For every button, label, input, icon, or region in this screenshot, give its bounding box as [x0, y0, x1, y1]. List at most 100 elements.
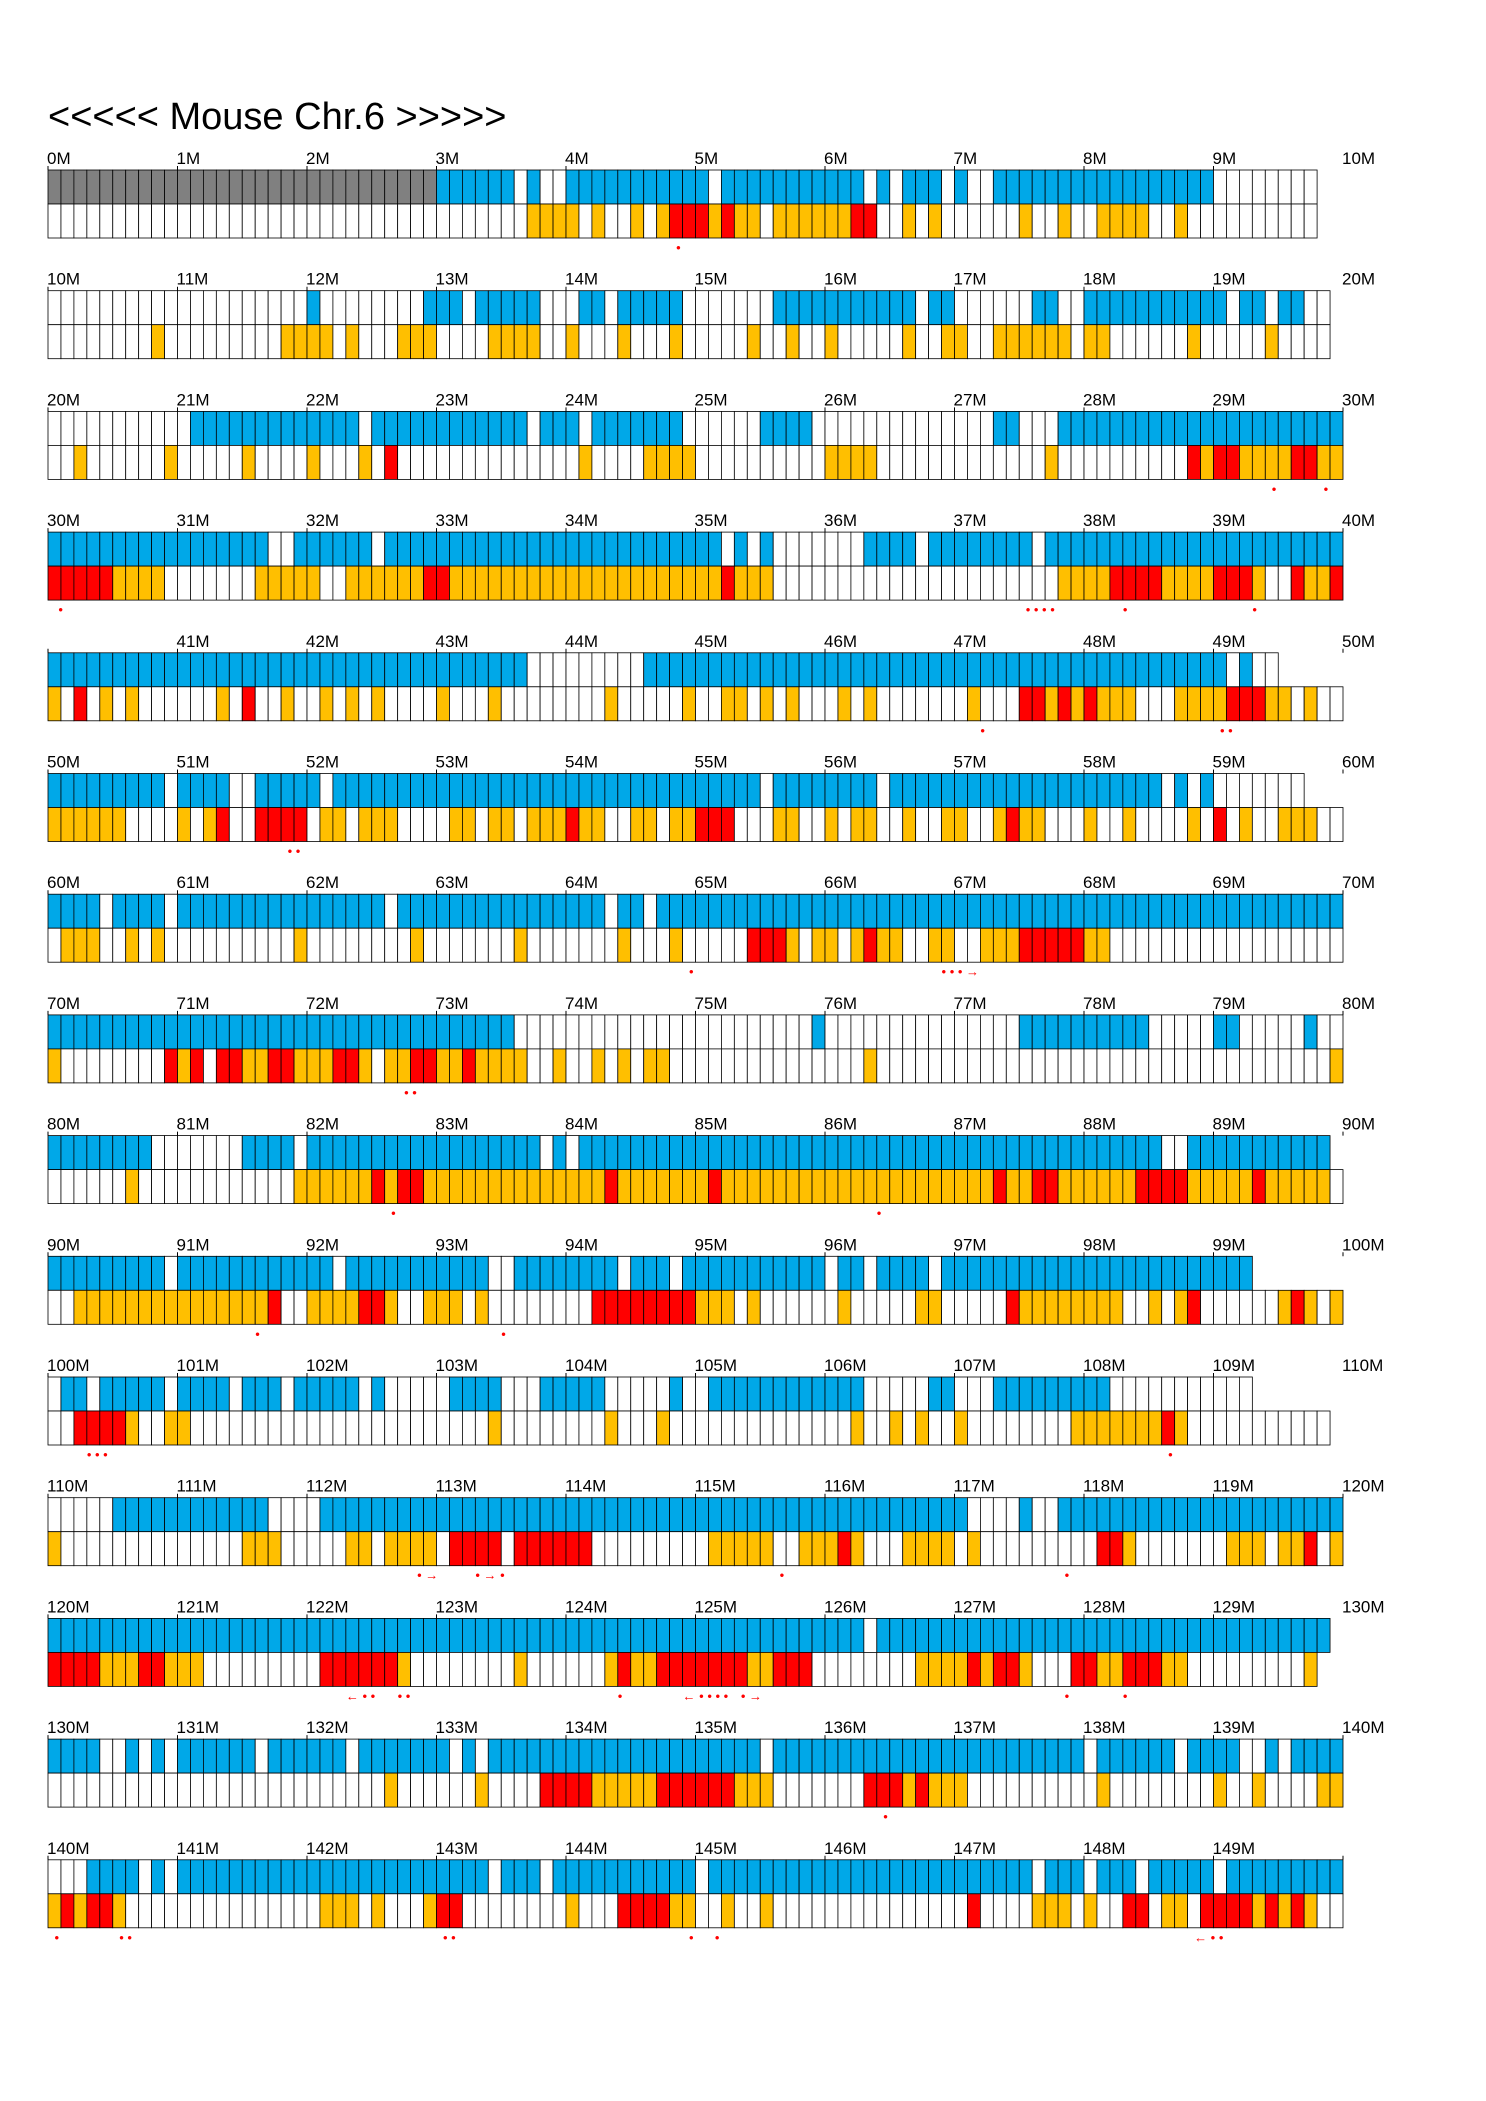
upper-bin: [889, 1497, 904, 1533]
upper-bin: [1226, 1859, 1240, 1895]
upper-bin: [954, 893, 968, 929]
upper-bin: [591, 1376, 606, 1412]
lower-bin: [669, 203, 683, 239]
lower-bin: [345, 1169, 360, 1204]
lower-bin: [643, 444, 658, 480]
lower-bin: [1083, 927, 1098, 963]
upper-bin: [863, 1014, 878, 1050]
marker: •: [255, 1326, 260, 1341]
lower-bin: [785, 1169, 800, 1204]
upper-bin: [656, 290, 671, 326]
upper-bin: [992, 1497, 1007, 1533]
upper-bin: [733, 1255, 748, 1291]
lower-bin: [552, 1048, 567, 1084]
lower-bin: [785, 1772, 800, 1808]
lower-bin: [86, 1772, 101, 1808]
lower-bin: [967, 565, 981, 601]
lower-bin: [695, 1772, 709, 1808]
upper-bin: [643, 652, 658, 688]
upper-bin: [73, 773, 88, 808]
upper-bin: [746, 893, 761, 929]
upper-bin: [487, 652, 502, 688]
tick-label: 35M: [695, 511, 728, 530]
upper-bin: [1135, 1497, 1150, 1533]
lower-bin: [798, 203, 813, 239]
upper-bin: [345, 893, 360, 929]
upper-bin: [449, 1859, 463, 1895]
upper-bin: [759, 410, 774, 446]
lower-bin: [1005, 1048, 1020, 1084]
lower-bin: [954, 1893, 968, 1929]
upper-bin: [60, 1859, 75, 1895]
lower-bin: [850, 807, 865, 842]
upper-bin: [1148, 1738, 1163, 1774]
lower-bin: [1070, 444, 1085, 480]
upper-bin: [215, 1859, 230, 1895]
upper-bin: [1031, 1014, 1046, 1050]
lower-bin: [1122, 565, 1137, 601]
lower-bin: [1303, 686, 1318, 722]
lower-bin: [1213, 1048, 1227, 1084]
lower-bin: [1316, 565, 1331, 601]
lower-bin: [474, 1531, 489, 1567]
upper-bin: [954, 410, 968, 446]
lower-bin: [397, 1169, 411, 1204]
upper-bin: [1290, 773, 1305, 808]
upper-bin: [824, 1859, 839, 1895]
upper-bin: [1135, 1618, 1150, 1653]
lower-bin: [358, 807, 373, 842]
lower-bin: [397, 1772, 411, 1808]
lower-bin: [423, 1289, 437, 1325]
upper-bin: [954, 773, 968, 808]
lower-bin: [332, 1531, 347, 1567]
lower-bin: [461, 444, 476, 480]
lower-bin: [99, 324, 114, 360]
upper-bin: [1329, 1738, 1344, 1774]
upper-bin: [461, 290, 476, 326]
lower-bin: [695, 565, 709, 601]
lower-bin: [73, 1048, 88, 1084]
tick-label: 102M: [306, 1356, 349, 1375]
lower-bin: [215, 1893, 230, 1929]
lower-bin: [656, 1652, 671, 1687]
upper-bin: [850, 1255, 865, 1291]
upper-bin: [695, 1859, 709, 1895]
marker: •: [689, 964, 694, 979]
upper-bin: [1148, 531, 1163, 567]
lower-bin: [1161, 807, 1176, 842]
lower-bin: [1161, 1048, 1176, 1084]
upper-bin: [190, 1859, 204, 1895]
lower-bin: [578, 1531, 593, 1567]
upper-bin: [630, 652, 645, 688]
lower-bin: [967, 444, 981, 480]
lower-bin: [1187, 444, 1201, 480]
upper-bin: [539, 1014, 554, 1050]
upper-bin: [1329, 1014, 1344, 1050]
upper-bin: [1044, 773, 1059, 808]
lower-bin: [837, 565, 852, 601]
upper-bin: [397, 1255, 411, 1291]
lower-bin: [125, 807, 140, 842]
upper-bin: [1200, 1014, 1214, 1050]
upper-bin: [1122, 773, 1137, 808]
upper-bin: [1005, 1014, 1020, 1050]
tick-label: 140M: [1342, 1718, 1385, 1737]
lower-bin: [954, 1410, 968, 1446]
upper-bin: [721, 1618, 735, 1653]
upper-bin: [889, 652, 904, 688]
lower-bin: [1044, 1772, 1059, 1808]
lower-bin: [941, 203, 955, 239]
upper-bin: [837, 773, 852, 808]
upper-bin: [863, 1738, 878, 1774]
lower-bin: [941, 1893, 955, 1929]
upper-bin: [1329, 410, 1344, 446]
upper-bin: [384, 1738, 399, 1774]
upper-bin: [1057, 531, 1072, 567]
lower-bin: [565, 444, 580, 480]
upper-bin: [708, 1135, 722, 1170]
lower-bin: [151, 1652, 165, 1687]
lower-bin: [513, 1169, 528, 1204]
lower-bin: [928, 1772, 942, 1808]
upper-bin: [371, 652, 386, 688]
lower-bin: [293, 565, 308, 601]
